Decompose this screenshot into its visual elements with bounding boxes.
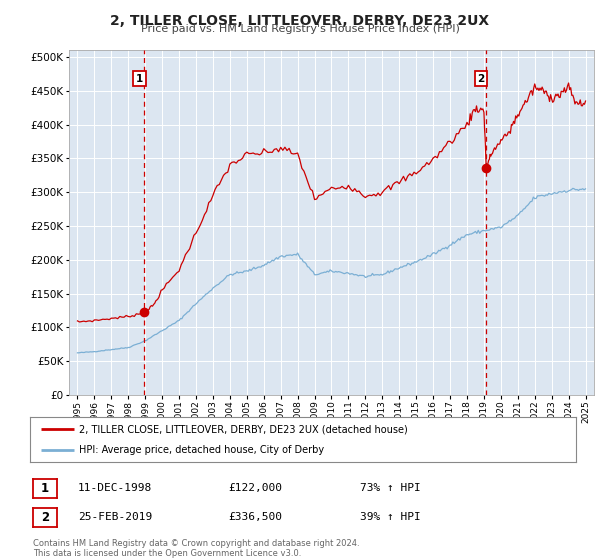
Text: Price paid vs. HM Land Registry's House Price Index (HPI): Price paid vs. HM Land Registry's House … bbox=[140, 24, 460, 34]
Text: 1: 1 bbox=[136, 74, 143, 84]
Text: £122,000: £122,000 bbox=[228, 483, 282, 493]
Text: 25-FEB-2019: 25-FEB-2019 bbox=[78, 512, 152, 522]
Text: £336,500: £336,500 bbox=[228, 512, 282, 522]
Text: 2, TILLER CLOSE, LITTLEOVER, DERBY, DE23 2UX: 2, TILLER CLOSE, LITTLEOVER, DERBY, DE23… bbox=[110, 14, 490, 28]
Text: 2: 2 bbox=[41, 511, 49, 524]
Text: 11-DEC-1998: 11-DEC-1998 bbox=[78, 483, 152, 493]
Text: HPI: Average price, detached house, City of Derby: HPI: Average price, detached house, City… bbox=[79, 445, 324, 455]
Text: 2: 2 bbox=[478, 74, 485, 84]
Text: 2, TILLER CLOSE, LITTLEOVER, DERBY, DE23 2UX (detached house): 2, TILLER CLOSE, LITTLEOVER, DERBY, DE23… bbox=[79, 424, 408, 435]
Text: 73% ↑ HPI: 73% ↑ HPI bbox=[360, 483, 421, 493]
Text: Contains HM Land Registry data © Crown copyright and database right 2024.
This d: Contains HM Land Registry data © Crown c… bbox=[33, 539, 359, 558]
Text: 1: 1 bbox=[41, 482, 49, 495]
Text: 39% ↑ HPI: 39% ↑ HPI bbox=[360, 512, 421, 522]
